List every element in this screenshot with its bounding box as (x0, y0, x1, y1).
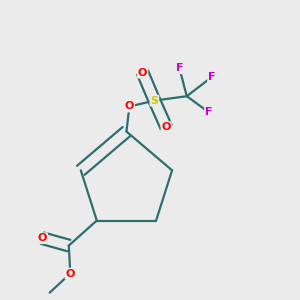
Text: O: O (125, 101, 134, 112)
Text: O: O (66, 268, 75, 278)
Text: F: F (208, 72, 216, 82)
Text: S: S (150, 96, 158, 106)
Text: O: O (161, 122, 171, 132)
Text: O: O (38, 233, 47, 243)
Text: F: F (205, 107, 213, 117)
Text: F: F (176, 63, 183, 73)
Text: O: O (138, 68, 147, 78)
